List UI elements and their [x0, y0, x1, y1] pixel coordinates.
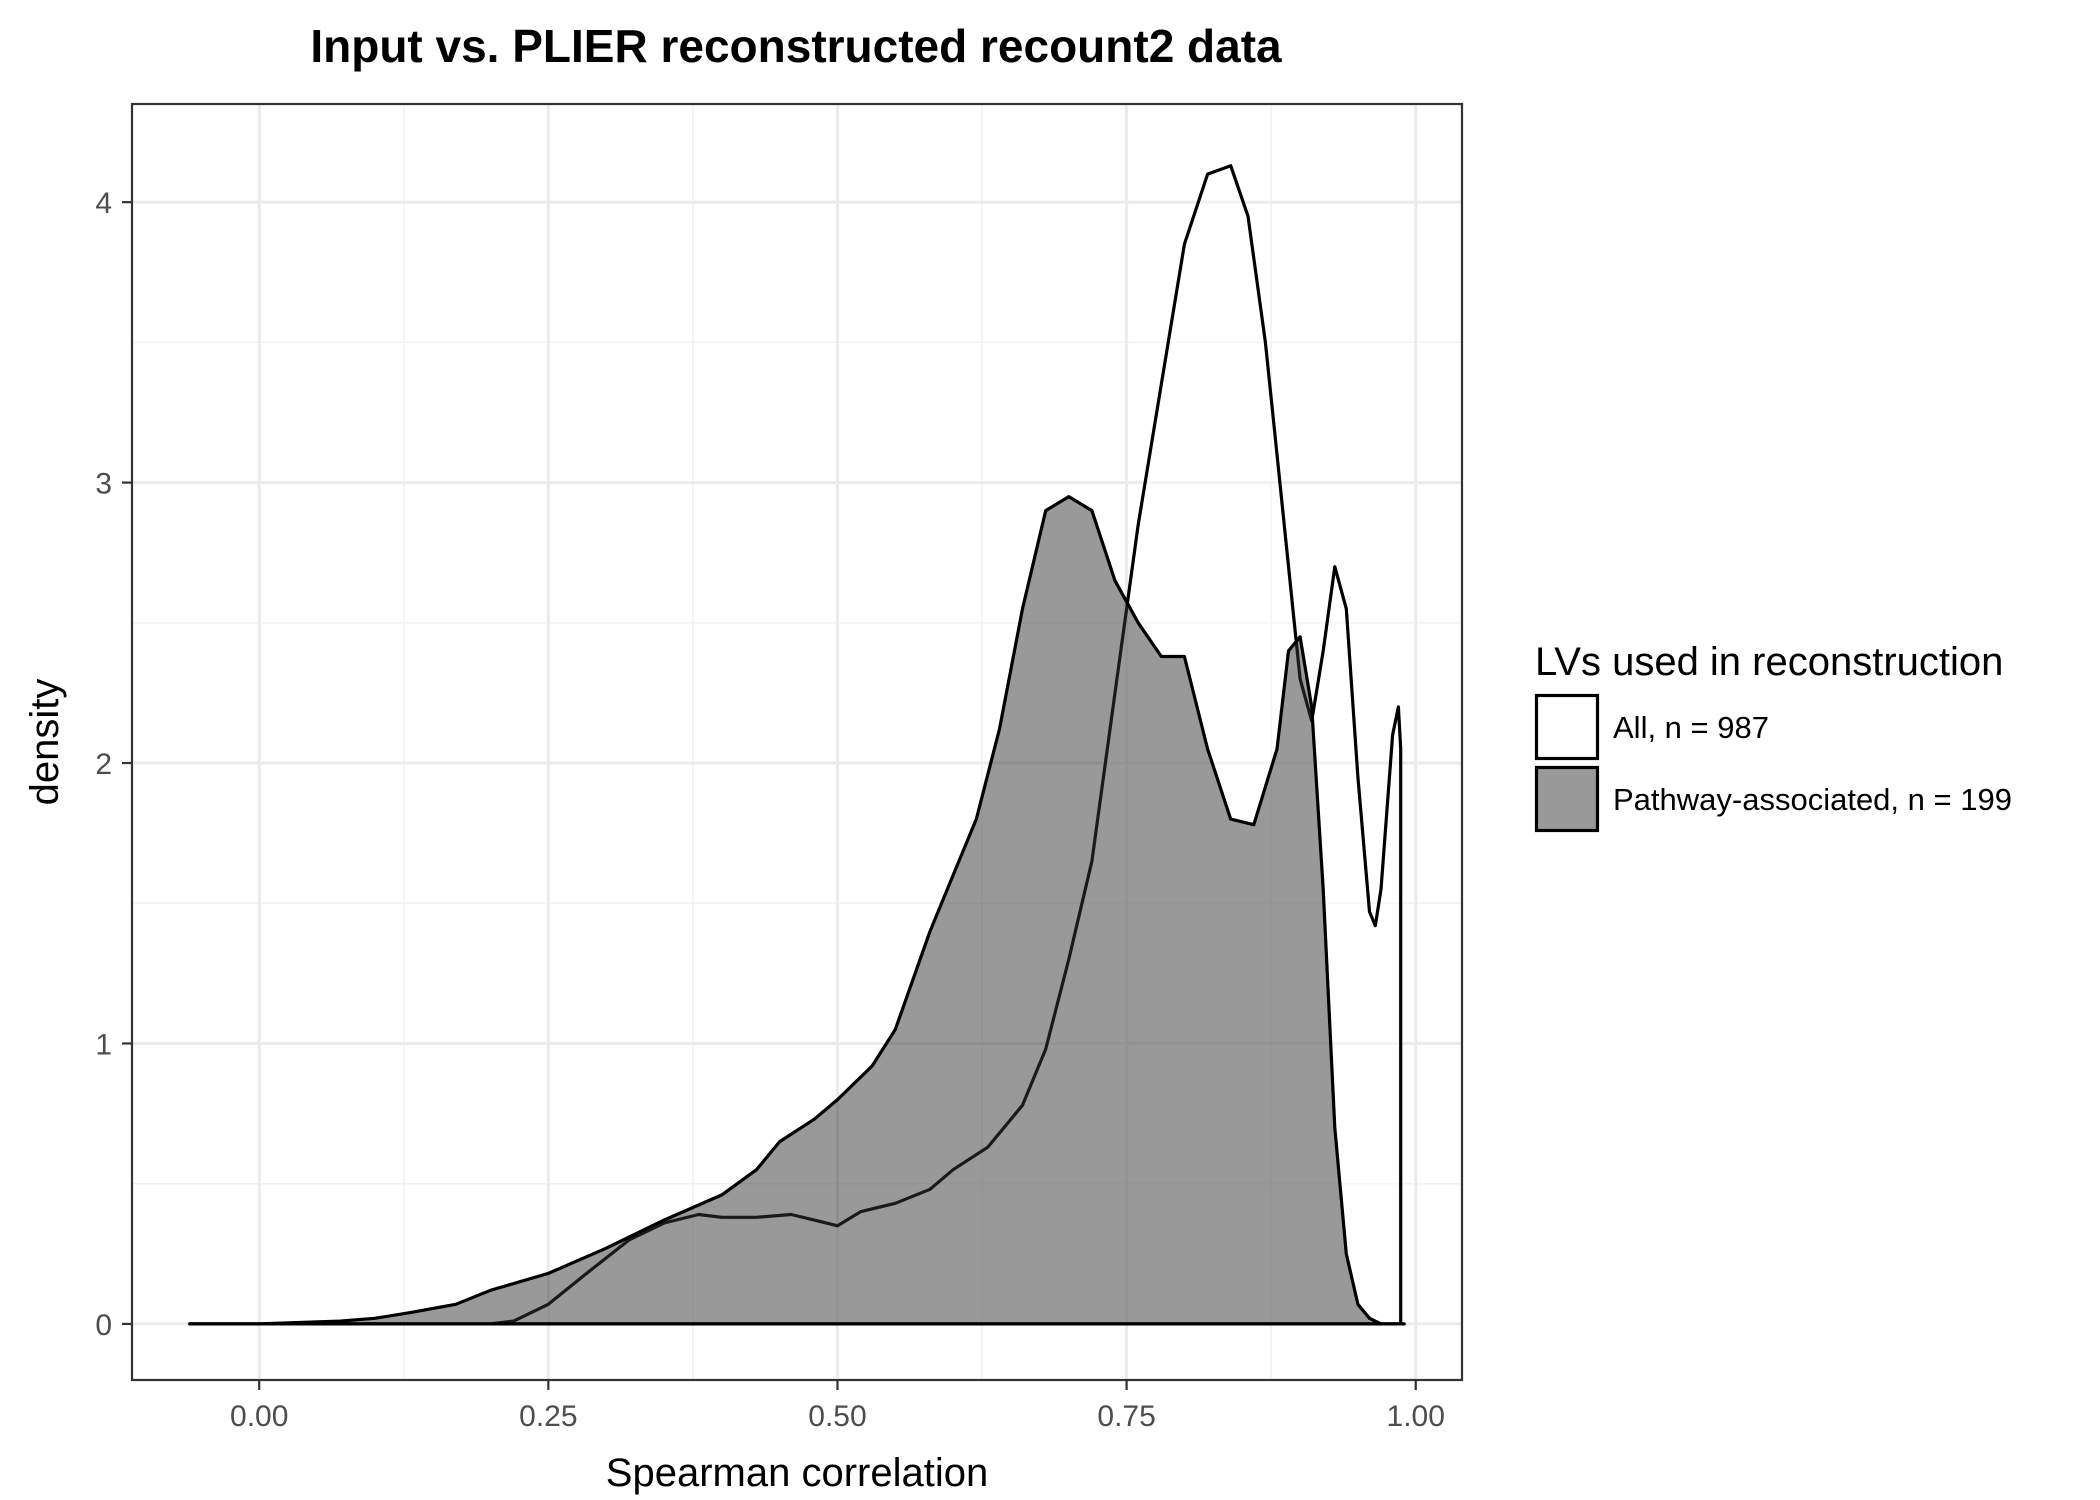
series-pathway-associated-density — [188, 495, 1406, 1326]
plot-panel-border — [130, 102, 1464, 1382]
y-tick-label: 2 — [95, 748, 112, 781]
y-tick-label: 1 — [95, 1028, 112, 1061]
legend-label-all: All, n = 987 — [1613, 710, 1769, 745]
y-tick-label: 4 — [95, 187, 112, 220]
chart-title: Input vs. PLIER reconstructed recount2 d… — [310, 20, 1282, 72]
legend-entries: All, n = 987 Pathway-associated, n = 199 — [1534, 693, 2012, 833]
y-tick-label: 3 — [95, 468, 112, 501]
x-axis: 0.00 0.25 0.50 0.75 1.00 — [230, 1380, 1445, 1433]
x-tick-label: 0.50 — [808, 1400, 866, 1433]
legend-key-pathway-associated — [1534, 765, 1600, 833]
x-tick-label: 0.00 — [230, 1400, 288, 1433]
legend-key-all — [1534, 693, 1600, 761]
legend-title: LVs used in reconstruction — [1535, 640, 2003, 684]
legend: LVs used in reconstruction All, n = 987 P… — [1534, 640, 2012, 833]
density-series — [188, 164, 1406, 1326]
x-axis-title: Spearman correlation — [606, 1451, 988, 1495]
legend-label-pathway-associated: Pathway-associated, n = 199 — [1613, 782, 2012, 817]
y-axis-title: density — [23, 679, 67, 806]
x-tick-label: 1.00 — [1387, 1400, 1445, 1433]
x-tick-label: 0.75 — [1097, 1400, 1155, 1433]
x-tick-label: 0.25 — [519, 1400, 577, 1433]
y-tick-label: 0 — [95, 1309, 112, 1342]
legend-key-background — [1535, 694, 1599, 760]
y-axis: 0 1 2 3 4 — [95, 187, 132, 1342]
